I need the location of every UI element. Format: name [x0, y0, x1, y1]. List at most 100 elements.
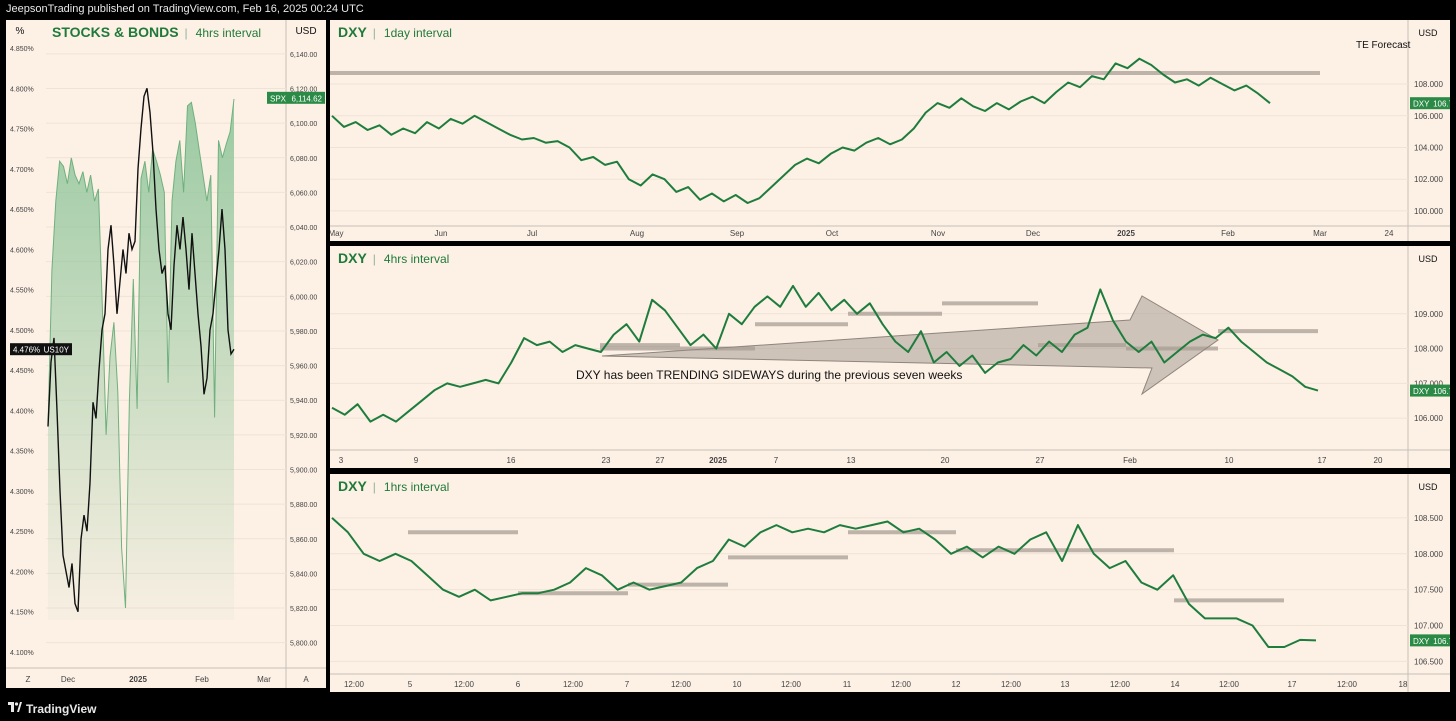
stocks-bonds-panel[interactable]: % USD 4.850% 4.800% 4.750% 4.700% 4.650% 4.600%… — [6, 20, 326, 688]
x-tick-label: 16 — [507, 456, 516, 465]
left-tick-label: 4.650% — [10, 207, 34, 214]
right-tick-label: 5,940.00 — [290, 398, 317, 405]
us10y-last-tag-bg — [10, 343, 72, 356]
tradingview-logo-icon — [8, 702, 22, 712]
x-tick-label: 12:00 — [344, 680, 365, 689]
right-tick-label: 6,000.00 — [290, 294, 317, 301]
left-tick-label: 4.450% — [10, 368, 34, 375]
right-tick-label: 6,120.00 — [290, 86, 317, 93]
usd-axis-label: USD — [1418, 254, 1438, 264]
x-tick-label: 7 — [625, 680, 630, 689]
x-tick-label: 24 — [1385, 229, 1394, 238]
dxy-1day-panel[interactable]: USD 108.000 106.000 104.000 102.000 100.000 Ma… — [330, 20, 1450, 241]
corner-left-label: Z — [26, 675, 31, 684]
x-tick-label: 12:00 — [454, 680, 475, 689]
right-tick-label: 5,960.00 — [290, 364, 317, 371]
panel-title: DXY — [338, 24, 367, 40]
x-tick-label: 20 — [941, 456, 950, 465]
x-tick-label: Mar — [257, 675, 271, 684]
spx-last-tag-bg — [267, 91, 325, 104]
x-tick-label: 2025 — [1117, 229, 1135, 238]
x-tick-label: 13 — [1061, 680, 1070, 689]
sideways-trend-arrow — [601, 295, 1219, 396]
x-tick-label: 18 — [1399, 680, 1408, 689]
x-tick-label: Nov — [931, 229, 945, 238]
x-tick-label: 23 — [602, 456, 611, 465]
right-tick-label: 5,820.00 — [290, 606, 317, 613]
x-tick-label: 12:00 — [563, 680, 584, 689]
left-tick-label: 4.150% — [10, 610, 34, 617]
usd-axis-label: USD — [1418, 482, 1438, 492]
y-tick-label: 108.500 — [1414, 514, 1443, 523]
stocks-bonds-chart: % USD 4.850% 4.800% 4.750% 4.700% 4.650% 4.600%… — [6, 20, 326, 688]
dxy-1hrs-panel[interactable]: USD 108.500 108.000 107.500 107.000 106.500 12… — [330, 474, 1450, 692]
dxy-1day-title: DXY | 1day interval — [338, 24, 452, 40]
panel-interval: 1hrs interval — [383, 480, 450, 494]
x-tick-label: 12:00 — [671, 680, 692, 689]
x-tick-label: 10 — [733, 680, 742, 689]
right-tick-label: 5,840.00 — [290, 571, 317, 578]
x-tick-label: 11 — [843, 680, 852, 689]
te-forecast-label: TE Forecast — [1356, 40, 1411, 51]
y-tick-label: 106.000 — [1414, 112, 1443, 121]
left-tick-label: 4.400% — [10, 408, 34, 415]
x-tick-label: Sep — [730, 229, 745, 238]
x-tick-label: 13 — [847, 456, 856, 465]
right-tick-label: 5,860.00 — [290, 537, 317, 544]
y-tick-label: 104.000 — [1414, 143, 1443, 152]
dxy-last-tag-value: 106.793 — [1433, 387, 1450, 396]
x-tick-label: 12:00 — [1219, 680, 1240, 689]
x-tick-label: 12 — [952, 680, 961, 689]
x-tick-label: 5 — [408, 680, 413, 689]
left-tick-label: 4.250% — [10, 529, 34, 536]
x-tick-label: Mar — [1313, 229, 1327, 238]
left-tick-label: 4.600% — [10, 247, 34, 254]
y-tick-label: 106.500 — [1414, 657, 1443, 666]
dxy-1hrs-title: DXY | 1hrs interval — [338, 478, 450, 494]
right-tick-label: 6,140.00 — [290, 52, 317, 59]
dxy-last-tag-symbol: DXY — [1413, 637, 1430, 646]
x-tick-label: May — [330, 229, 344, 238]
x-tick-label: Dec — [1026, 229, 1040, 238]
right-tick-label: 6,060.00 — [290, 190, 317, 197]
panel-interval: 4hrs interval — [383, 252, 450, 266]
x-tick-label: 12:00 — [1337, 680, 1358, 689]
right-tick-label: 5,880.00 — [290, 502, 317, 509]
x-tick-label: Jul — [527, 229, 537, 238]
spx-area — [48, 98, 234, 620]
y-tick-label: 108.000 — [1414, 80, 1443, 89]
x-tick-label: 9 — [414, 456, 419, 465]
dxy-last-tag-value: 106.793 — [1433, 100, 1450, 109]
x-tick-label: 27 — [1036, 456, 1045, 465]
dxy-4hrs-chart: USD 109.000 108.000 107.000 106.000 3 9 16 23 27 2… — [330, 246, 1450, 468]
right-tick-label: 5,920.00 — [290, 433, 317, 440]
dxy-4hrs-title: DXY | 4hrs interval — [338, 250, 450, 266]
dxy-1hrs-chart: USD 108.500 108.000 107.500 107.000 106.500 12… — [330, 474, 1450, 692]
dxy-last-tag-symbol: DXY — [1413, 387, 1430, 396]
right-tick-label: 5,800.00 — [290, 641, 317, 648]
dxy-line — [331, 517, 1317, 648]
right-tick-label: 6,080.00 — [290, 156, 317, 163]
x-tick-label: Feb — [1123, 456, 1137, 465]
x-tick-label: 12:00 — [1001, 680, 1022, 689]
dxy-last-tag-symbol: DXY — [1413, 100, 1430, 109]
left-tick-label: 4.550% — [10, 288, 34, 295]
x-tick-label: 12:00 — [891, 680, 912, 689]
x-tick-label: 7 — [774, 456, 779, 465]
panel-title: DXY — [338, 478, 367, 494]
spx-line — [47, 98, 235, 609]
y-tick-label: 107.000 — [1414, 379, 1443, 388]
x-tick-label: Jun — [435, 229, 448, 238]
dxy-last-tag-bg — [1410, 384, 1450, 397]
left-tick-label: 4.200% — [10, 569, 34, 576]
us10y-last-tag-value: 4.476% — [13, 346, 40, 355]
left-tick-label: 4.500% — [10, 328, 34, 335]
x-tick-label: Dec — [61, 675, 75, 684]
y-tick-label: 107.500 — [1414, 586, 1443, 595]
y-tick-label: 108.000 — [1414, 550, 1443, 559]
dxy-4hrs-panel[interactable]: USD 109.000 108.000 107.000 106.000 3 9 16 23 27 2… — [330, 246, 1450, 468]
footer-bar — [0, 697, 1456, 721]
left-axis-label: % — [16, 26, 25, 37]
dxy-line — [331, 284, 1319, 423]
x-tick-label: 17 — [1318, 456, 1327, 465]
